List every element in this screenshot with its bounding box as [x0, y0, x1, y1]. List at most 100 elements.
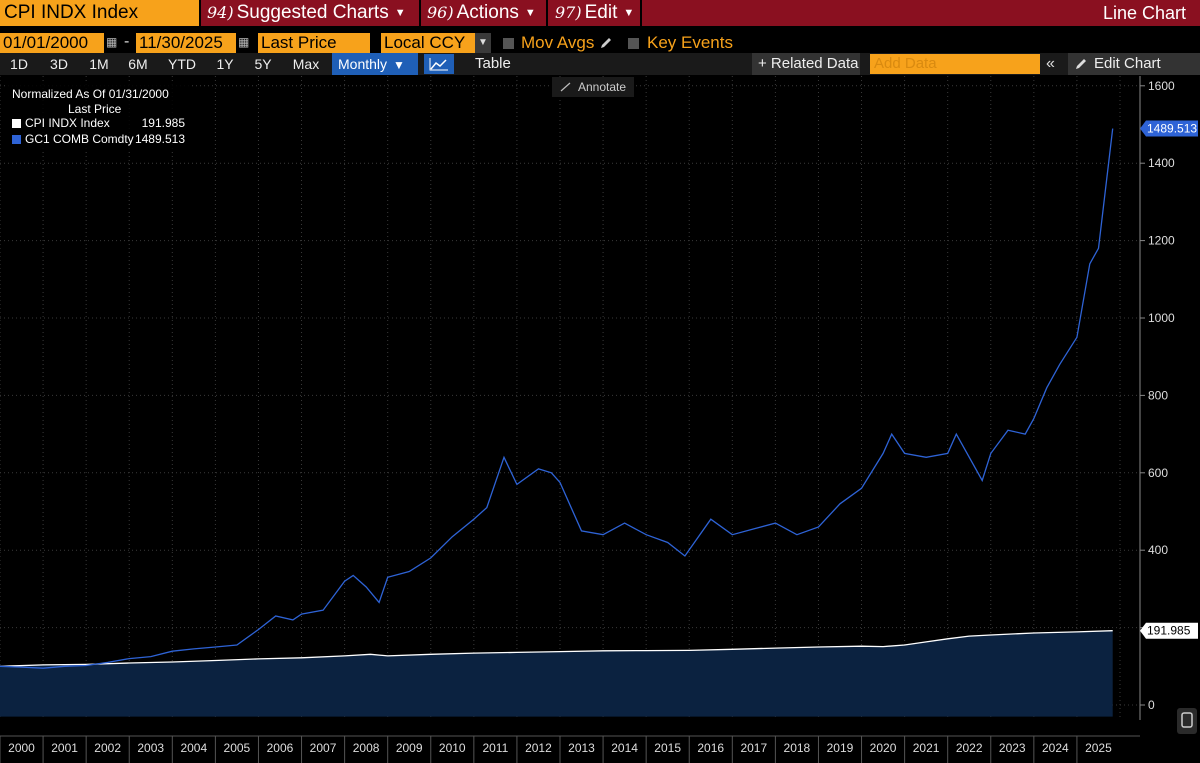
collapse-icon[interactable]: « — [1046, 55, 1055, 72]
price-field-select[interactable]: Last Price — [258, 33, 370, 53]
timeframe-6m[interactable]: 6M — [128, 56, 148, 72]
calendar-icon[interactable]: ▦ — [106, 35, 118, 49]
x-axis-ticks: 2000 2001 2002 2003 2004 2005 2006 2007 2008 2009… — [0, 736, 1112, 763]
x-tick-label: 2021 — [913, 741, 940, 755]
x-tick-label: 2005 — [224, 741, 251, 755]
date-range-dash: - — [124, 33, 130, 50]
date-and-field-bar: 01/01/2000 ▦ - 11/30/2025 ▦ Last Price L… — [0, 31, 1200, 53]
key-events-checkbox[interactable] — [628, 38, 639, 49]
legend-name-gold: GC1 COMB Comdty — [25, 132, 134, 146]
chart-legend: Normalized As Of 01/31/2000 Last Price C… — [6, 83, 191, 151]
edit-chart-button[interactable]: Edit Chart — [1068, 53, 1200, 75]
timeframe-max[interactable]: Max — [292, 56, 320, 72]
x-tick-label: 2009 — [396, 741, 423, 755]
table-button[interactable]: Table — [475, 55, 511, 72]
y-tick-label: 400 — [1148, 543, 1168, 557]
last-value-label: 191.985 — [1147, 624, 1191, 638]
chevron-down-icon[interactable]: ▼ — [475, 33, 491, 53]
pencil-icon[interactable] — [599, 36, 613, 50]
x-tick-label: 2017 — [740, 741, 767, 755]
calendar-icon[interactable]: ▦ — [238, 35, 250, 49]
top-command-bar: CPI INDX Index 94) Suggested Charts ▼ 96) A… — [0, 0, 1200, 26]
last-value-marker — [1140, 120, 1198, 137]
divider — [419, 0, 421, 26]
x-tick-label: 2004 — [180, 741, 207, 755]
cpi-area-fill — [0, 630, 1113, 717]
caret-down-icon: ▼ — [524, 7, 536, 19]
actions-menu[interactable]: 96) Actions ▼ — [427, 0, 536, 26]
toolbar: 1D 3D 1M 6M YTD 1Y 5Y Max Monthly ▼ Table… — [0, 53, 1200, 75]
caret-down-icon: ▼ — [623, 7, 635, 19]
x-tick-label: 2003 — [137, 741, 164, 755]
y-tick-label: 0 — [1148, 698, 1155, 712]
annotate-button[interactable]: Annotate — [552, 77, 634, 97]
frequency-select[interactable]: Monthly ▼ — [332, 53, 418, 75]
last-value-markers: 1489.513 191.985 — [1140, 120, 1198, 639]
menu-label: Actions — [456, 2, 519, 23]
cpi-series-line — [0, 630, 1113, 667]
add-data-input[interactable]: Add Data — [870, 54, 1040, 74]
end-date-input[interactable]: 11/30/2025 — [136, 33, 236, 53]
x-tick-label: 2007 — [310, 741, 337, 755]
line-chart-icon[interactable] — [424, 54, 454, 74]
x-tick-label: 2024 — [1042, 741, 1069, 755]
divider — [199, 0, 201, 26]
x-tick-label: 2023 — [999, 741, 1026, 755]
gold-series-line — [0, 128, 1114, 669]
x-tick-label: 2002 — [94, 741, 121, 755]
timeframe-5y[interactable]: 5Y — [254, 56, 272, 72]
timeframe-3d[interactable]: 3D — [50, 56, 68, 72]
menu-number: 96) — [427, 3, 454, 22]
suggested-charts-menu[interactable]: 94) Suggested Charts ▼ — [207, 0, 406, 26]
annotate-label: Annotate — [578, 80, 627, 94]
last-value-label: 1489.513 — [1147, 122, 1197, 136]
menu-label: Suggested Charts — [236, 2, 389, 23]
key-events-label[interactable]: Key Events — [647, 33, 733, 52]
zoom-icon[interactable] — [1177, 708, 1197, 734]
mov-avgs-checkbox[interactable] — [503, 38, 514, 49]
timeframe-ytd[interactable]: YTD — [168, 56, 196, 72]
x-tick-label: 2018 — [784, 741, 811, 755]
menu-number: 97) — [555, 3, 582, 22]
annotate-icon — [560, 82, 571, 92]
gridlines — [0, 76, 1140, 720]
y-tick-label: 1400 — [1148, 156, 1175, 170]
related-data-button[interactable]: + Related Data — [752, 53, 860, 75]
x-tick-label: 2020 — [870, 741, 897, 755]
edit-menu[interactable]: 97) Edit ▼ — [555, 0, 634, 26]
x-tick-label: 2022 — [956, 741, 983, 755]
ticker-field[interactable]: CPI INDX Index — [0, 0, 199, 26]
chart-type-title: Line Chart — [1102, 3, 1186, 23]
timeframe-1y[interactable]: 1Y — [216, 56, 234, 72]
start-date-input[interactable]: 01/01/2000 — [0, 33, 104, 53]
x-tick-label: 2019 — [827, 741, 854, 755]
x-tick-label: 2000 — [8, 741, 35, 755]
mov-avgs-label[interactable]: Mov Avgs — [521, 33, 595, 52]
caret-down-icon: ▼ — [393, 58, 405, 72]
y-tick-label: 1000 — [1148, 311, 1175, 325]
currency-select[interactable]: Local CCY — [381, 33, 475, 53]
frequency-label: Monthly — [338, 56, 388, 72]
x-tick-label: 2025 — [1085, 741, 1112, 755]
y-tick-label: 1200 — [1148, 234, 1175, 248]
last-value-marker — [1140, 622, 1198, 639]
x-tick-label: 2013 — [568, 741, 595, 755]
caret-down-icon: ▼ — [394, 7, 406, 19]
legend-swatch-cpi — [12, 119, 21, 128]
x-tick-label: 2011 — [482, 741, 508, 755]
legend-value-cpi: 191.985 — [141, 116, 185, 130]
y-axis-ticks: 02004006008001000120014001600 — [1140, 79, 1175, 712]
x-tick-label: 2001 — [51, 741, 78, 755]
timeframe-1m[interactable]: 1M — [89, 56, 109, 72]
x-tick-label: 2008 — [353, 741, 380, 755]
timeframe-1d[interactable]: 1D — [10, 56, 28, 72]
legend-value-gold: 1489.513 — [134, 132, 185, 146]
x-tick-label: 2006 — [267, 741, 294, 755]
menu-label: Edit — [584, 2, 618, 23]
menu-number: 94) — [207, 3, 234, 22]
legend-subtitle: Last Price — [68, 102, 122, 116]
legend-name-cpi: CPI INDX Index — [25, 116, 110, 130]
y-tick-label: 800 — [1148, 388, 1168, 402]
legend-swatch-gold — [12, 135, 21, 144]
